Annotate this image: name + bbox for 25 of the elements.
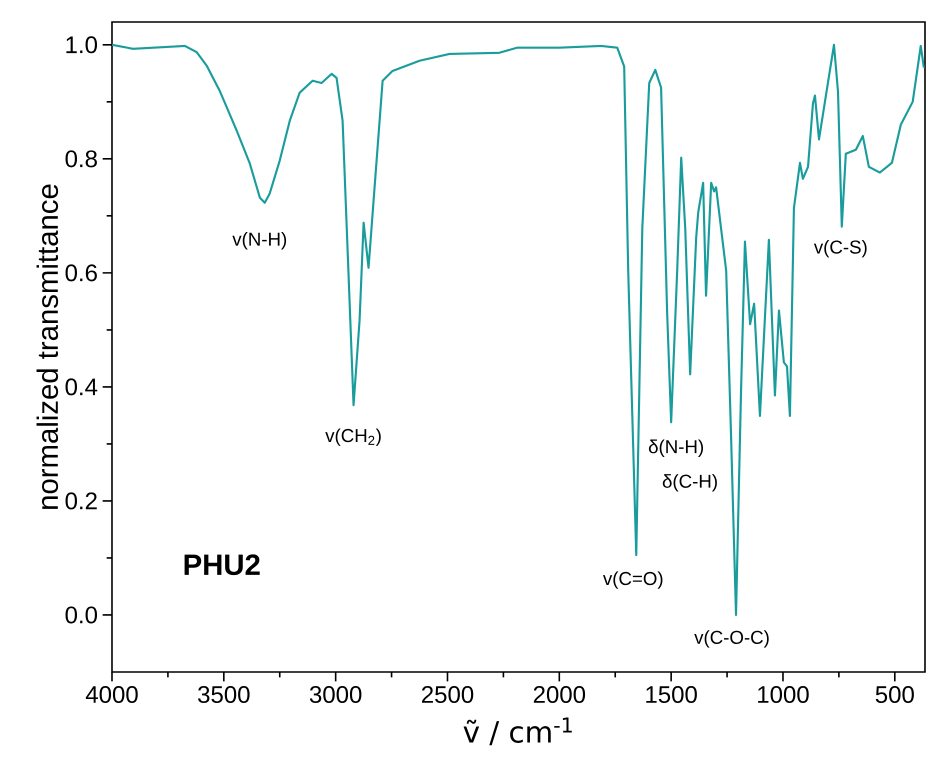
annotation: v(C-S) [814, 240, 867, 258]
annotation: δ(N-H) [648, 440, 703, 457]
annotation: δ(C-H) [662, 474, 717, 492]
annotation: v(C=O) [602, 571, 662, 589]
y-axis-title: normalized transmittance [36, 184, 58, 509]
x-tick-label: 3000 [310, 686, 362, 704]
y-tick-label: 0.8 [66, 150, 97, 168]
y-tick-label: 0.4 [66, 378, 98, 396]
y-tick-label: 0.6 [66, 264, 97, 282]
x-tick-label: 1000 [758, 686, 809, 704]
x-tick-label: 500 [876, 686, 914, 704]
x-tick-label: 2500 [422, 686, 474, 704]
annotation: v(N-H) [232, 232, 286, 250]
text: PHU2 [184, 554, 260, 576]
x-tick-label: 3500 [198, 686, 250, 704]
annotation: v(CH$_{2}$) [325, 428, 381, 446]
x-tick-label: 2000 [534, 686, 586, 704]
y-tick-label: 1.0 [66, 36, 98, 54]
x-tick-label: 1500 [646, 686, 697, 704]
line-series [112, 44, 925, 616]
x-axis-title: ṽ / cm$^{-1}$ [464, 718, 572, 746]
y-tick-label: 0.2 [66, 492, 97, 510]
y-tick-label: 0.0 [66, 606, 98, 624]
annotation: v(C-O-C) [694, 630, 769, 648]
x-tick-label: 4000 [86, 686, 138, 704]
